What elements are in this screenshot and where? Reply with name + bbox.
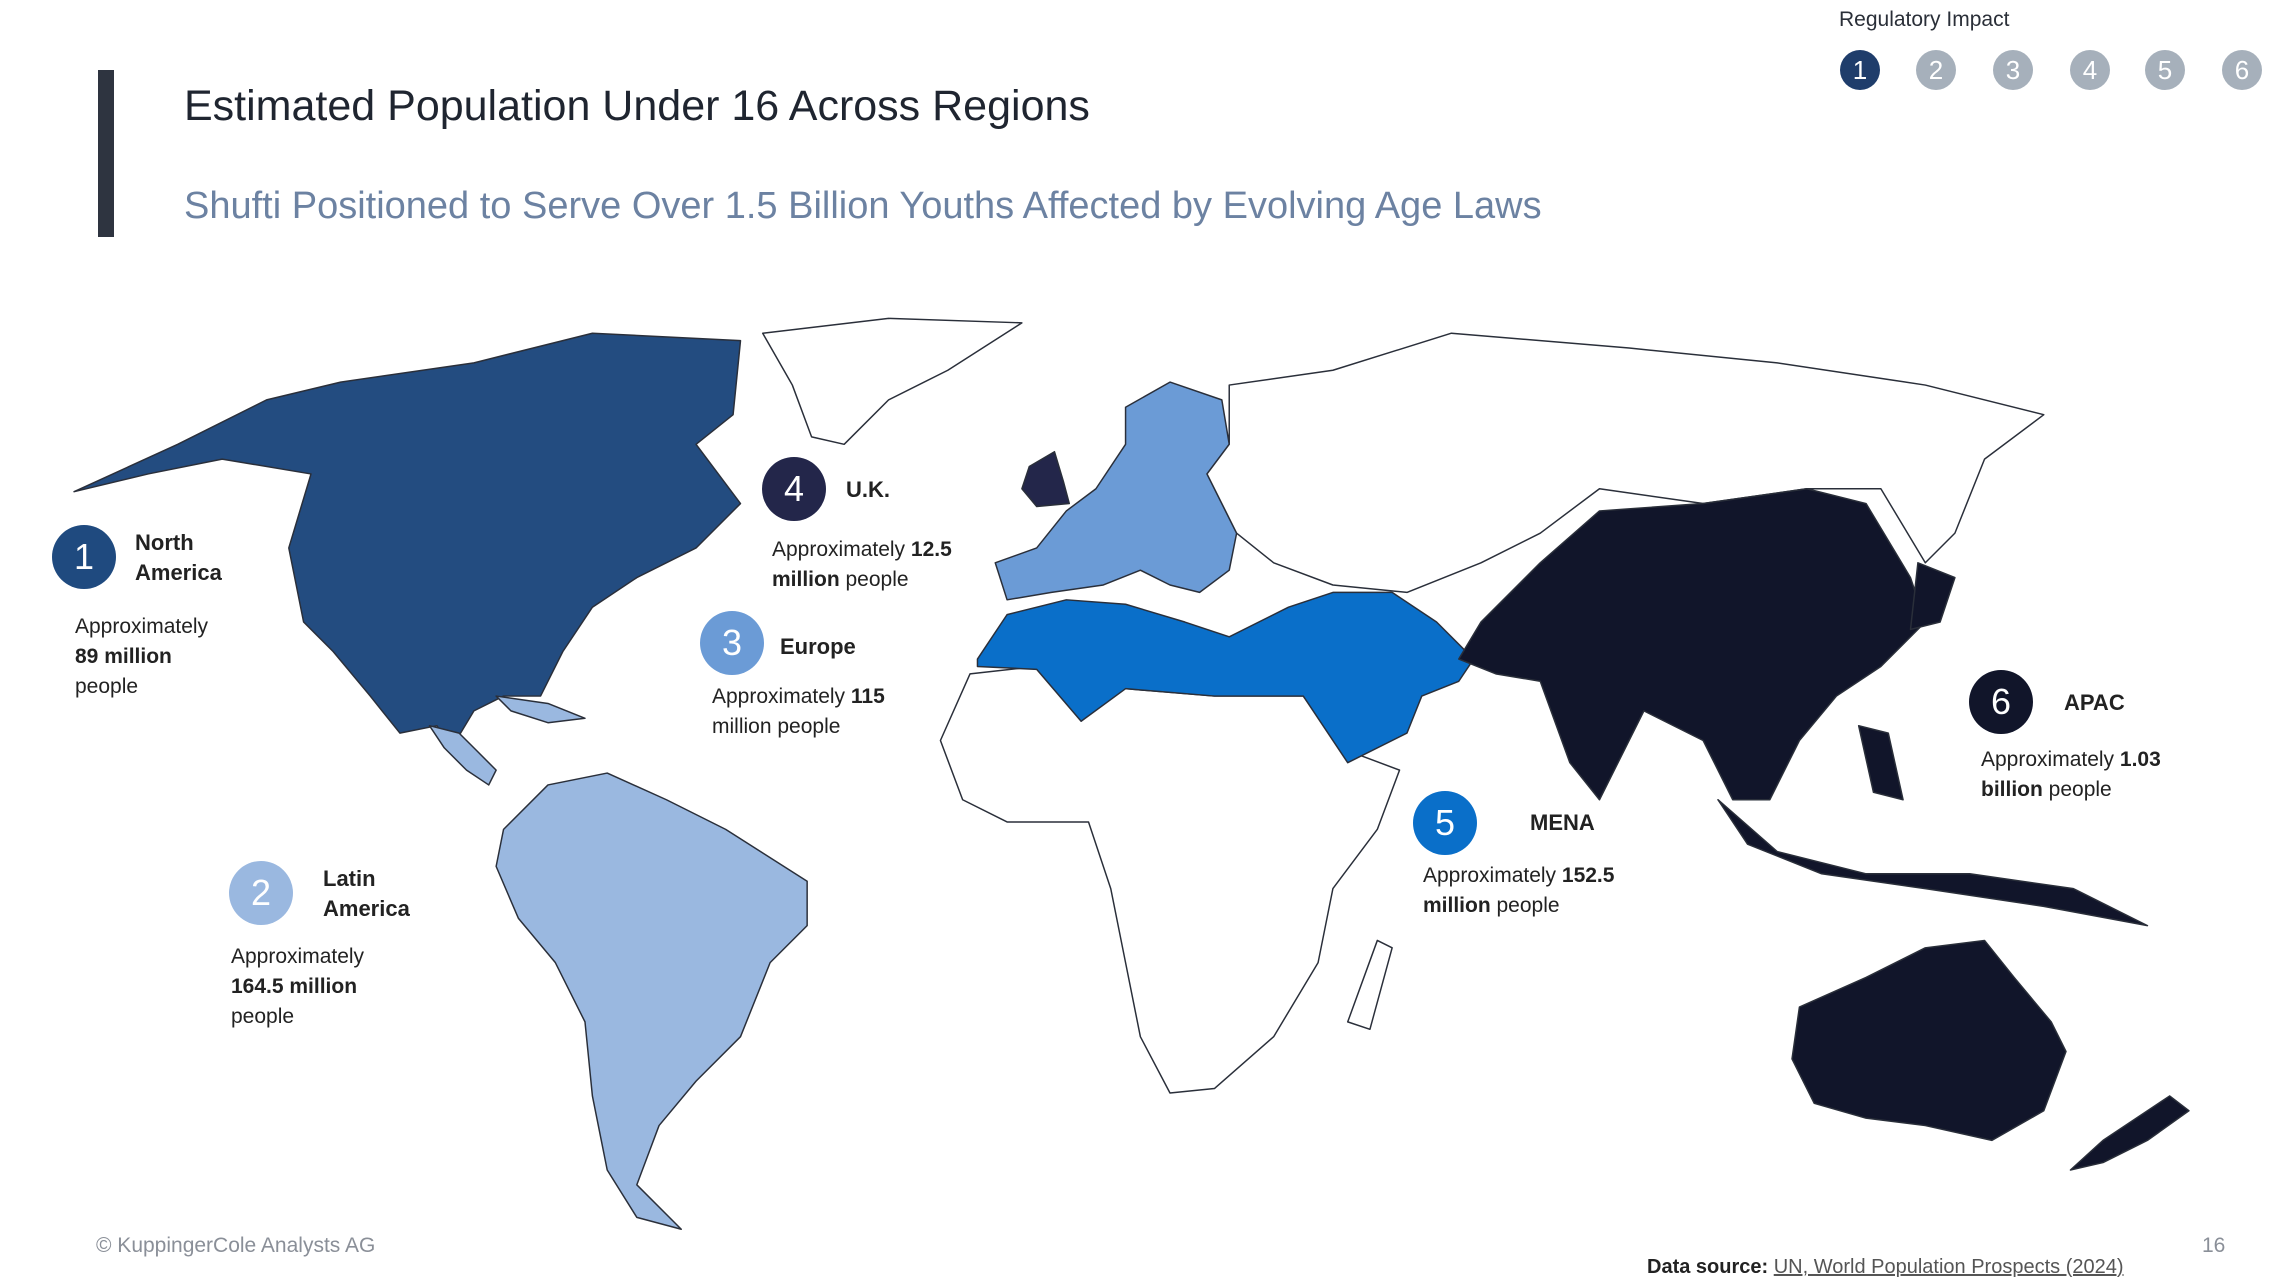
region-name-mena: MENA xyxy=(1530,810,1595,835)
page-subtitle: Shufti Positioned to Serve Over 1.5 Bill… xyxy=(184,185,1542,227)
population-suffix: people xyxy=(75,675,139,698)
region-badge-apac: 6 xyxy=(1969,670,2033,734)
region-population-u-k: Approximately 12.5 million people xyxy=(772,535,972,595)
population-value: 152.5 million xyxy=(1423,864,1615,917)
map-japan xyxy=(1909,562,1956,631)
population-prefix: Approximately xyxy=(772,538,911,561)
data-source-label: Data source: xyxy=(1647,1256,1769,1278)
map-madagascar xyxy=(1346,939,1393,1031)
regulatory-step-2[interactable]: 2 xyxy=(1916,50,1956,90)
population-prefix: Approximately xyxy=(1423,864,1562,887)
region-badge-north-america: 1 xyxy=(52,525,116,589)
map-south-america xyxy=(495,772,808,1230)
population-suffix: people xyxy=(1490,894,1560,917)
data-source-link[interactable]: UN, World Population Prospects (2024) xyxy=(1773,1256,2124,1278)
region-population-north-america: Approximately 89 million people xyxy=(75,612,235,702)
region-badge-europe: 3 xyxy=(700,611,764,675)
region-population-europe: Approximately 115 million people xyxy=(712,682,912,742)
regulatory-step-3[interactable]: 3 xyxy=(1993,50,2033,90)
map-apac xyxy=(1458,487,1927,801)
region-badge-mena: 5 xyxy=(1413,791,1477,855)
population-value: 1.03 billion xyxy=(1981,748,2161,801)
population-suffix: million people xyxy=(712,715,841,738)
map-indonesia xyxy=(1717,798,2149,927)
accent-bar xyxy=(98,70,114,237)
map-central-america xyxy=(428,724,497,786)
population-value: 164.5 million xyxy=(231,975,358,998)
regulatory-impact-label: Regulatory Impact xyxy=(1839,8,2010,31)
population-prefix: Approximately xyxy=(231,945,365,968)
map-philippines xyxy=(1857,724,1904,801)
population-value: 115 xyxy=(850,685,885,708)
population-suffix: people xyxy=(2042,778,2112,801)
page-number: 16 xyxy=(2202,1234,2226,1257)
population-prefix: Approximately xyxy=(75,615,209,638)
regulatory-step-5[interactable]: 5 xyxy=(2145,50,2185,90)
region-population-mena: Approximately 152.5 million people xyxy=(1423,861,1623,921)
population-suffix: people xyxy=(839,568,909,591)
population-prefix: Approximately xyxy=(712,685,851,708)
map-greenland xyxy=(761,317,1023,446)
region-population-latin-america: Approximately 164.5 million people xyxy=(231,942,391,1032)
region-name-apac: APAC xyxy=(2064,690,2125,715)
population-value: 89 million xyxy=(75,645,172,668)
data-source: Data source: UN, World Population Prospe… xyxy=(1647,1256,2124,1279)
region-name-u-k: U.K. xyxy=(846,477,890,502)
map-australia xyxy=(1791,939,2067,1142)
map-north-america xyxy=(73,332,742,749)
region-badge-latin-america: 2 xyxy=(229,861,293,925)
population-prefix: Approximately xyxy=(1981,748,2120,771)
region-name-latin-america: Latin America xyxy=(323,866,410,921)
copyright: © KuppingerCole Analysts AG xyxy=(96,1234,376,1257)
regulatory-step-4[interactable]: 4 xyxy=(2070,50,2110,90)
map-uk xyxy=(1021,450,1071,508)
regulatory-step-1[interactable]: 1 xyxy=(1840,50,1880,90)
population-value: 12.5 million xyxy=(772,538,952,591)
region-population-apac: Approximately 1.03 billion people xyxy=(1981,745,2181,805)
region-name-north-america: North America xyxy=(135,530,222,585)
map-mena xyxy=(976,591,1475,764)
region-badge-u-k: 4 xyxy=(762,457,826,521)
regulatory-step-6[interactable]: 6 xyxy=(2222,50,2262,90)
page-title: Estimated Population Under 16 Across Reg… xyxy=(184,82,1090,130)
population-suffix: people xyxy=(231,1005,295,1028)
map-caribbean xyxy=(495,695,586,724)
region-name-europe: Europe xyxy=(780,634,856,659)
map-new-zealand xyxy=(2069,1095,2190,1171)
